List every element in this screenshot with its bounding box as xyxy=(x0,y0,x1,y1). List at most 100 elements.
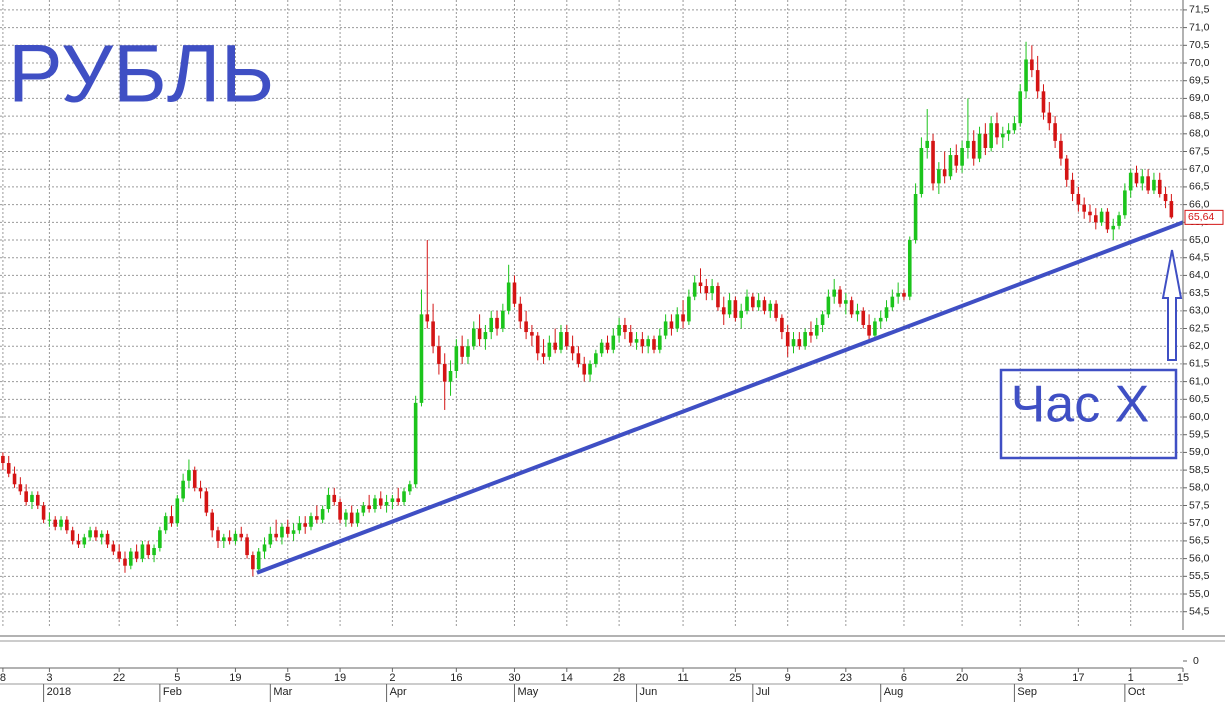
y-tick-label: 68,0 xyxy=(1189,128,1210,140)
candle-body xyxy=(838,289,842,304)
candle-body xyxy=(338,501,342,520)
overlay xyxy=(256,220,1184,575)
candle-body xyxy=(1152,179,1156,191)
candle-body xyxy=(477,328,482,340)
candle-body xyxy=(94,530,98,538)
candle-body xyxy=(646,339,650,347)
candle-body xyxy=(123,558,127,566)
candles xyxy=(1,41,1174,577)
candle-body xyxy=(216,530,220,541)
candle-body xyxy=(518,303,523,322)
candle-body xyxy=(128,551,133,566)
candle-body xyxy=(204,491,209,513)
candle-body xyxy=(210,512,214,531)
candle-body xyxy=(582,363,587,375)
x-tick-label: 14 xyxy=(561,672,573,684)
x-tick-label: 5 xyxy=(174,672,180,684)
candle-body xyxy=(547,342,552,357)
candle-body xyxy=(6,463,11,474)
candle-body xyxy=(512,282,517,304)
candle-body xyxy=(867,324,871,336)
candle-body xyxy=(948,155,953,177)
x-tick-label: 30 xyxy=(508,672,520,684)
candle-body xyxy=(1030,59,1034,71)
candle-body xyxy=(373,498,377,510)
x-tick-label: 22 xyxy=(113,672,125,684)
month-label: Feb xyxy=(163,686,182,698)
y-tick-label: 69,5 xyxy=(1189,74,1210,86)
y-tick-label: 70,5 xyxy=(1189,39,1210,51)
candle-body xyxy=(384,501,389,506)
month-label: Jul xyxy=(756,686,770,698)
candle-body xyxy=(809,332,813,336)
y-tick-label: 71,5 xyxy=(1189,4,1210,16)
candle-body xyxy=(826,296,831,315)
candle-body xyxy=(1070,179,1075,194)
y-tick-label: 67,0 xyxy=(1189,163,1210,175)
candle-body xyxy=(1000,133,1005,138)
x-tick-label: 1 xyxy=(1128,672,1134,684)
x-tick-label: 9 xyxy=(785,672,791,684)
candle-body xyxy=(320,509,325,520)
candle-body xyxy=(1146,176,1150,191)
candle-body xyxy=(919,147,924,194)
candle-body xyxy=(1006,130,1011,134)
candle-body xyxy=(780,317,784,333)
candle-body xyxy=(425,314,430,322)
y-tick-label: 64,5 xyxy=(1189,251,1210,263)
candle-body xyxy=(681,314,685,322)
candle-body xyxy=(506,282,511,311)
candle-body xyxy=(814,324,819,336)
candle-body xyxy=(727,300,732,315)
candle-body xyxy=(617,324,621,336)
candle-body xyxy=(588,363,592,375)
candle-body xyxy=(896,293,900,297)
candle-body xyxy=(413,402,418,485)
candle-body xyxy=(751,296,755,308)
candle-body xyxy=(925,140,930,148)
candle-body xyxy=(169,516,174,524)
candle-body xyxy=(245,537,249,556)
candle-body xyxy=(1053,123,1057,141)
x-tick-label: 17 xyxy=(1072,672,1084,684)
candle-body xyxy=(1157,179,1162,194)
last-price-label: 65,64 xyxy=(1188,211,1214,223)
candle-body xyxy=(873,321,877,336)
candle-body xyxy=(692,282,697,297)
candle-body xyxy=(1117,215,1121,226)
candle-body xyxy=(239,533,244,538)
candle-body xyxy=(989,123,993,148)
candle-body xyxy=(785,332,790,347)
candle-body xyxy=(158,530,162,548)
candle-body xyxy=(855,310,860,315)
candle-body xyxy=(762,300,767,311)
y-tick-label: 56,5 xyxy=(1189,535,1210,547)
y-tick-label: 58,5 xyxy=(1189,464,1210,476)
candle-body xyxy=(198,487,203,492)
candle-body xyxy=(1128,172,1133,191)
annotation-box xyxy=(999,368,1178,460)
candle-body xyxy=(501,310,505,329)
candle-body xyxy=(594,353,598,364)
candle-body xyxy=(1035,70,1040,92)
candle-body xyxy=(628,332,633,343)
candle-body xyxy=(570,346,575,354)
last-price-box xyxy=(1184,209,1224,225)
x-tick-label: 3 xyxy=(1017,672,1023,684)
candle-body xyxy=(30,494,34,502)
candle-body xyxy=(152,547,156,556)
x-tick-label: 28 xyxy=(613,672,625,684)
candle-body xyxy=(669,321,674,329)
candle-body xyxy=(251,555,255,570)
candle-body xyxy=(1105,211,1110,230)
candle-body xyxy=(262,544,267,552)
y-tick-label: 63,0 xyxy=(1189,305,1210,317)
candle-body xyxy=(611,335,616,350)
candle-body xyxy=(460,346,464,357)
candle-body xyxy=(675,314,680,329)
arrow xyxy=(1161,249,1183,361)
month-label: Sep xyxy=(1017,686,1037,698)
candle-body xyxy=(41,505,46,520)
candle-body xyxy=(361,505,366,513)
y-tick-label: 55,0 xyxy=(1189,588,1210,600)
